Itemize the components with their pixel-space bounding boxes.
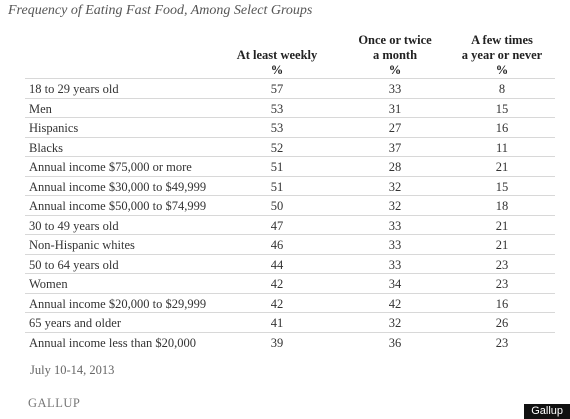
cell-value: 23 <box>495 277 509 291</box>
cell-value: 42 <box>270 277 284 291</box>
date-note: July 10-14, 2013 <box>30 363 115 377</box>
cell-value: 21 <box>495 160 509 174</box>
source-logo: GALLUP <box>28 396 81 410</box>
cell-value: 36 <box>388 335 402 350</box>
cell-value: 47 <box>270 218 284 233</box>
cell-value: 23 <box>495 257 509 272</box>
cell-value: 37 <box>388 140 402 155</box>
cell-value: 33 <box>388 257 402 272</box>
cell-value: 42 <box>388 296 402 311</box>
cell-value: 32 <box>388 199 402 213</box>
row-label: Blacks <box>29 140 64 155</box>
cell-value: 42 <box>270 296 284 311</box>
cell-value: 53 <box>270 101 284 116</box>
header-unit: % <box>388 63 402 77</box>
cell-value: 39 <box>270 335 284 350</box>
cell-value: 31 <box>388 101 402 116</box>
table-row: Annual income less than $20,000 39 36 23 <box>25 331 555 353</box>
table-row: Annual income $75,000 or more 51 28 21 <box>25 156 555 177</box>
table-row: Women 42 34 23 <box>25 273 555 294</box>
cell-value: 21 <box>495 218 509 233</box>
watermark: Gallup <box>524 404 570 419</box>
column-header: Once or twice a month% <box>335 33 455 78</box>
cell-value: 11 <box>495 140 509 155</box>
cell-value: 57 <box>270 82 284 96</box>
row-label: Hispanics <box>29 121 79 135</box>
table-row: Annual income $30,000 to $49,999 51 32 15 <box>25 175 555 197</box>
cell-value: 15 <box>495 179 509 194</box>
row-label: 50 to 64 years old <box>29 257 119 272</box>
cell-value: 41 <box>270 316 284 330</box>
row-label: Annual income $75,000 or more <box>29 160 192 174</box>
cell-value: 51 <box>270 179 284 194</box>
table-row: 50 to 64 years old 44 33 23 <box>25 253 555 275</box>
cell-value: 33 <box>388 218 402 233</box>
cell-value: 15 <box>495 101 509 116</box>
row-label: Annual income less than $20,000 <box>29 335 196 350</box>
cell-value: 26 <box>495 316 509 330</box>
row-label: Women <box>29 277 68 291</box>
header-unit: % <box>270 63 284 77</box>
table-row: 18 to 29 years old 57 33 8 <box>25 78 555 99</box>
cell-value: 33 <box>388 82 402 96</box>
cell-value: 32 <box>388 179 402 194</box>
cell-value: 28 <box>388 160 402 174</box>
cell-value: 27 <box>388 121 402 135</box>
cell-value: 51 <box>270 160 284 174</box>
cell-value: 52 <box>270 140 284 155</box>
cell-value: 44 <box>270 257 284 272</box>
table-row: Annual income $50,000 to $74,999 50 32 18 <box>25 195 555 216</box>
cell-value: 50 <box>270 199 284 213</box>
row-label: Annual income $50,000 to $74,999 <box>29 199 207 213</box>
column-header: At least weekly% <box>217 48 337 78</box>
table-row: 65 years and older 41 32 26 <box>25 312 555 333</box>
table-row: Non-Hispanic whites 46 33 21 <box>25 234 555 255</box>
row-label: 30 to 49 years old <box>29 218 119 233</box>
cell-value: 16 <box>495 121 509 135</box>
cell-value: 33 <box>388 238 402 252</box>
cell-value: 16 <box>495 296 509 311</box>
header-line: a month <box>372 48 418 62</box>
header-line: Once or twice <box>358 33 432 47</box>
table-row: Annual income $20,000 to $29,999 42 42 16 <box>25 292 555 314</box>
cell-value: 21 <box>495 238 509 252</box>
cell-value: 53 <box>270 121 284 135</box>
row-label: Non-Hispanic whites <box>29 238 135 252</box>
header-unit: % <box>495 63 509 77</box>
table-title: Frequency of Eating Fast Food, Among Sel… <box>8 3 313 18</box>
cell-value: 23 <box>495 335 509 350</box>
row-label: Annual income $30,000 to $49,999 <box>29 179 207 194</box>
row-label: 18 to 29 years old <box>29 82 119 96</box>
cell-value: 18 <box>495 199 509 213</box>
table-row: 30 to 49 years old 47 33 21 <box>25 214 555 236</box>
column-header: A few times a year or never% <box>442 33 562 78</box>
header-line: A few times <box>471 33 533 47</box>
header-line: At least weekly <box>236 48 318 62</box>
cell-value: 46 <box>270 238 284 252</box>
row-label: 65 years and older <box>29 316 121 330</box>
cell-value: 34 <box>388 277 402 291</box>
cell-value: 32 <box>388 316 402 330</box>
header-line: a year or never <box>461 48 543 62</box>
table-row: Hispanics 53 27 16 <box>25 117 555 138</box>
row-label: Men <box>29 101 52 116</box>
row-label: Annual income $20,000 to $29,999 <box>29 296 207 311</box>
table-row: Blacks 52 37 11 <box>25 136 555 158</box>
table-row: Men 53 31 15 <box>25 97 555 119</box>
cell-value: 8 <box>498 82 506 96</box>
